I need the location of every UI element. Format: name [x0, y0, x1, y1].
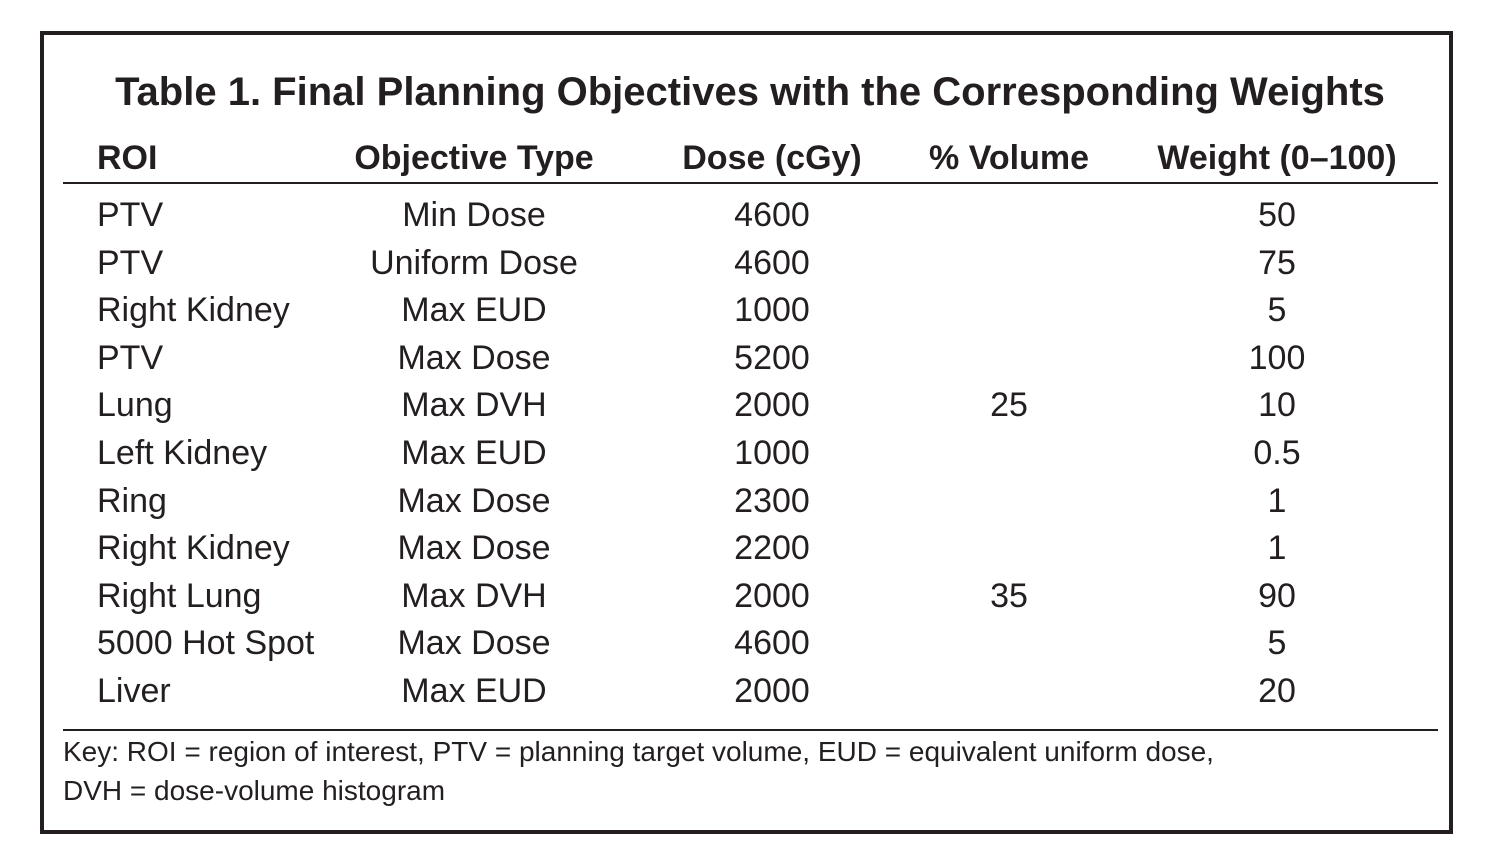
- cell-weight: 20: [1258, 671, 1296, 710]
- table-row: Right Lung Max DVH 2000 35 90: [0, 574, 1500, 622]
- cell-dose: 4600: [734, 196, 810, 234]
- cell-roi: Liver: [97, 671, 171, 710]
- column-header-volume: % Volume: [929, 139, 1089, 177]
- cell-dose: 2000: [734, 386, 810, 425]
- cell-objective-type: Max EUD: [401, 433, 547, 472]
- cell-objective-type: Max Dose: [397, 529, 551, 568]
- cell-dose: 5200: [734, 338, 810, 377]
- cell-weight: 100: [1248, 338, 1306, 377]
- cell-weight: 0.5: [1253, 433, 1301, 472]
- table-body: PTV Min Dose 4600 50 PTV Uniform Dose 4600 75 Ri…: [0, 193, 1500, 717]
- table-row: Right Kidney Max EUD 1000 5: [0, 288, 1500, 336]
- cell-dose: 2000: [734, 671, 810, 710]
- cell-objective-type: Max EUD: [401, 671, 547, 710]
- cell-roi: Ring: [97, 481, 167, 520]
- cell-weight: 1: [1267, 529, 1287, 568]
- cell-volume: 25: [990, 386, 1028, 425]
- cell-roi: Right Lung: [97, 576, 262, 615]
- cell-weight: 1: [1267, 481, 1287, 520]
- cell-dose: 2200: [734, 529, 810, 568]
- cell-roi: PTV: [97, 196, 164, 234]
- cell-roi: PTV: [97, 338, 164, 377]
- table-row: PTV Min Dose 4600 50: [0, 193, 1500, 241]
- cell-roi: Right Kidney: [97, 291, 290, 330]
- table-row: Ring Max Dose 2300 1: [0, 479, 1500, 527]
- cell-weight: 5: [1267, 624, 1287, 663]
- cell-objective-type: Uniform Dose: [370, 243, 578, 282]
- cell-roi: Right Kidney: [97, 529, 290, 568]
- cell-dose: 1000: [734, 433, 810, 472]
- cell-dose: 2000: [734, 576, 810, 615]
- cell-weight: 10: [1258, 386, 1296, 425]
- footnote-line: DVH = dose-volume histogram: [63, 775, 446, 806]
- cell-objective-type: Max DVH: [401, 386, 547, 425]
- cell-roi: Left Kidney: [97, 433, 268, 472]
- cell-roi: PTV: [97, 243, 164, 282]
- column-header-roi: ROI: [97, 139, 158, 177]
- table-row: Left Kidney Max EUD 1000 0.5: [0, 431, 1500, 479]
- cell-objective-type: Max EUD: [401, 291, 547, 330]
- table-row: Lung Max DVH 2000 25 10: [0, 383, 1500, 431]
- cell-objective-type: Max Dose: [397, 481, 551, 520]
- cell-dose: 2300: [734, 481, 810, 520]
- column-header-dose: Dose (cGy): [682, 139, 862, 177]
- table-title: Table 1. Final Planning Objectives with …: [115, 70, 1385, 114]
- cell-objective-type: Min Dose: [402, 196, 546, 234]
- cell-roi: 5000 Hot Spot: [97, 624, 315, 663]
- table-row: 5000 Hot Spot Max Dose 4600 5: [0, 621, 1500, 669]
- cell-dose: 4600: [734, 243, 810, 282]
- cell-dose: 4600: [734, 624, 810, 663]
- table-row: Liver Max EUD 2000 20: [0, 669, 1500, 717]
- footer-rule: [63, 729, 1438, 731]
- cell-weight: 5: [1267, 291, 1287, 330]
- table-row: PTV Max Dose 5200 100: [0, 336, 1500, 384]
- footnote-line: Key: ROI = region of interest, PTV = pla…: [63, 736, 1214, 767]
- table-row: Right Kidney Max Dose 2200 1: [0, 526, 1500, 574]
- cell-weight: 50: [1258, 196, 1296, 234]
- cell-objective-type: Max DVH: [401, 576, 547, 615]
- cell-objective-type: Max Dose: [397, 624, 551, 663]
- cell-weight: 90: [1258, 576, 1296, 615]
- cell-roi: Lung: [97, 386, 173, 425]
- cell-objective-type: Max Dose: [397, 338, 551, 377]
- column-header-weight: Weight (0–100): [1157, 139, 1397, 177]
- header-rule: [63, 182, 1438, 184]
- column-header-objective-type: Objective Type: [354, 139, 594, 177]
- table-frame: [40, 31, 1453, 834]
- cell-weight: 75: [1258, 243, 1296, 282]
- table-row: PTV Uniform Dose 4600 75: [0, 241, 1500, 289]
- cell-dose: 1000: [734, 291, 810, 330]
- cell-volume: 35: [990, 576, 1028, 615]
- table-footnote: Key: ROI = region of interest, PTV = pla…: [63, 732, 1423, 810]
